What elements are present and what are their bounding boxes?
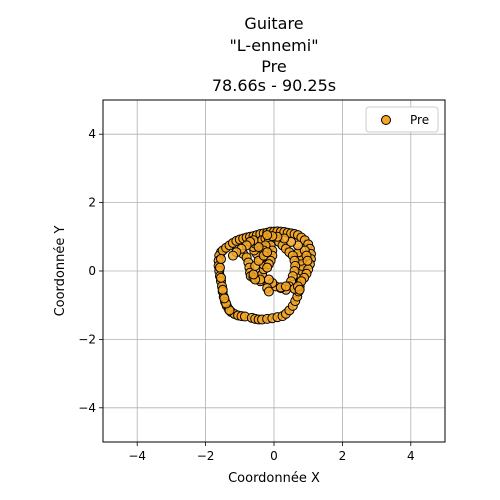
scatter-point	[294, 284, 305, 295]
data-points	[213, 226, 316, 325]
x-axis-label: Coordonnée X	[228, 471, 320, 486]
scatter-point	[253, 242, 264, 253]
grid-lines	[103, 100, 445, 442]
title-line-4: 78.66s - 90.25s	[212, 76, 336, 95]
title-line-2: "L-ennemi"	[229, 36, 318, 55]
x-tick-label: 2	[339, 449, 347, 463]
y-tick-label: 4	[88, 127, 96, 141]
y-tick-label: −4	[78, 401, 96, 415]
scatter-point	[302, 255, 313, 266]
title-line-1: Guitare	[244, 14, 303, 33]
scatter-point	[262, 262, 273, 273]
legend: Pre	[365, 106, 439, 133]
scatter-point	[263, 274, 274, 285]
title-line-3: Pre	[261, 57, 286, 76]
y-axis-label: Coordonnée Y	[53, 226, 68, 317]
scatter-point	[248, 269, 259, 280]
x-tick-label: −4	[128, 449, 146, 463]
scatter-point	[219, 293, 230, 304]
legend-marker	[381, 115, 391, 125]
scatter-point	[227, 250, 238, 261]
scatter-point	[217, 284, 228, 295]
scatter-point	[280, 281, 291, 292]
x-tick-label: −2	[197, 449, 215, 463]
y-ticks: −4 −2 0 2 4	[78, 127, 103, 415]
scatter-point	[262, 230, 273, 241]
x-tick-label: 0	[270, 449, 278, 463]
scatter-point	[263, 286, 274, 297]
legend-label: Pre	[410, 113, 429, 127]
x-tick-label: 4	[407, 449, 415, 463]
scatter-point	[262, 247, 273, 258]
x-ticks: −4 −2 0 2 4	[128, 442, 415, 463]
y-tick-label: 2	[88, 196, 96, 210]
y-tick-label: −2	[78, 332, 96, 346]
scatter-point	[214, 262, 225, 273]
y-tick-label: 0	[88, 264, 96, 278]
chart-title: Guitare "L-ennemi" Pre 78.66s - 90.25s	[212, 14, 336, 95]
scatter-point	[215, 254, 226, 265]
legend-box	[365, 106, 439, 133]
scatter-point	[215, 272, 226, 283]
